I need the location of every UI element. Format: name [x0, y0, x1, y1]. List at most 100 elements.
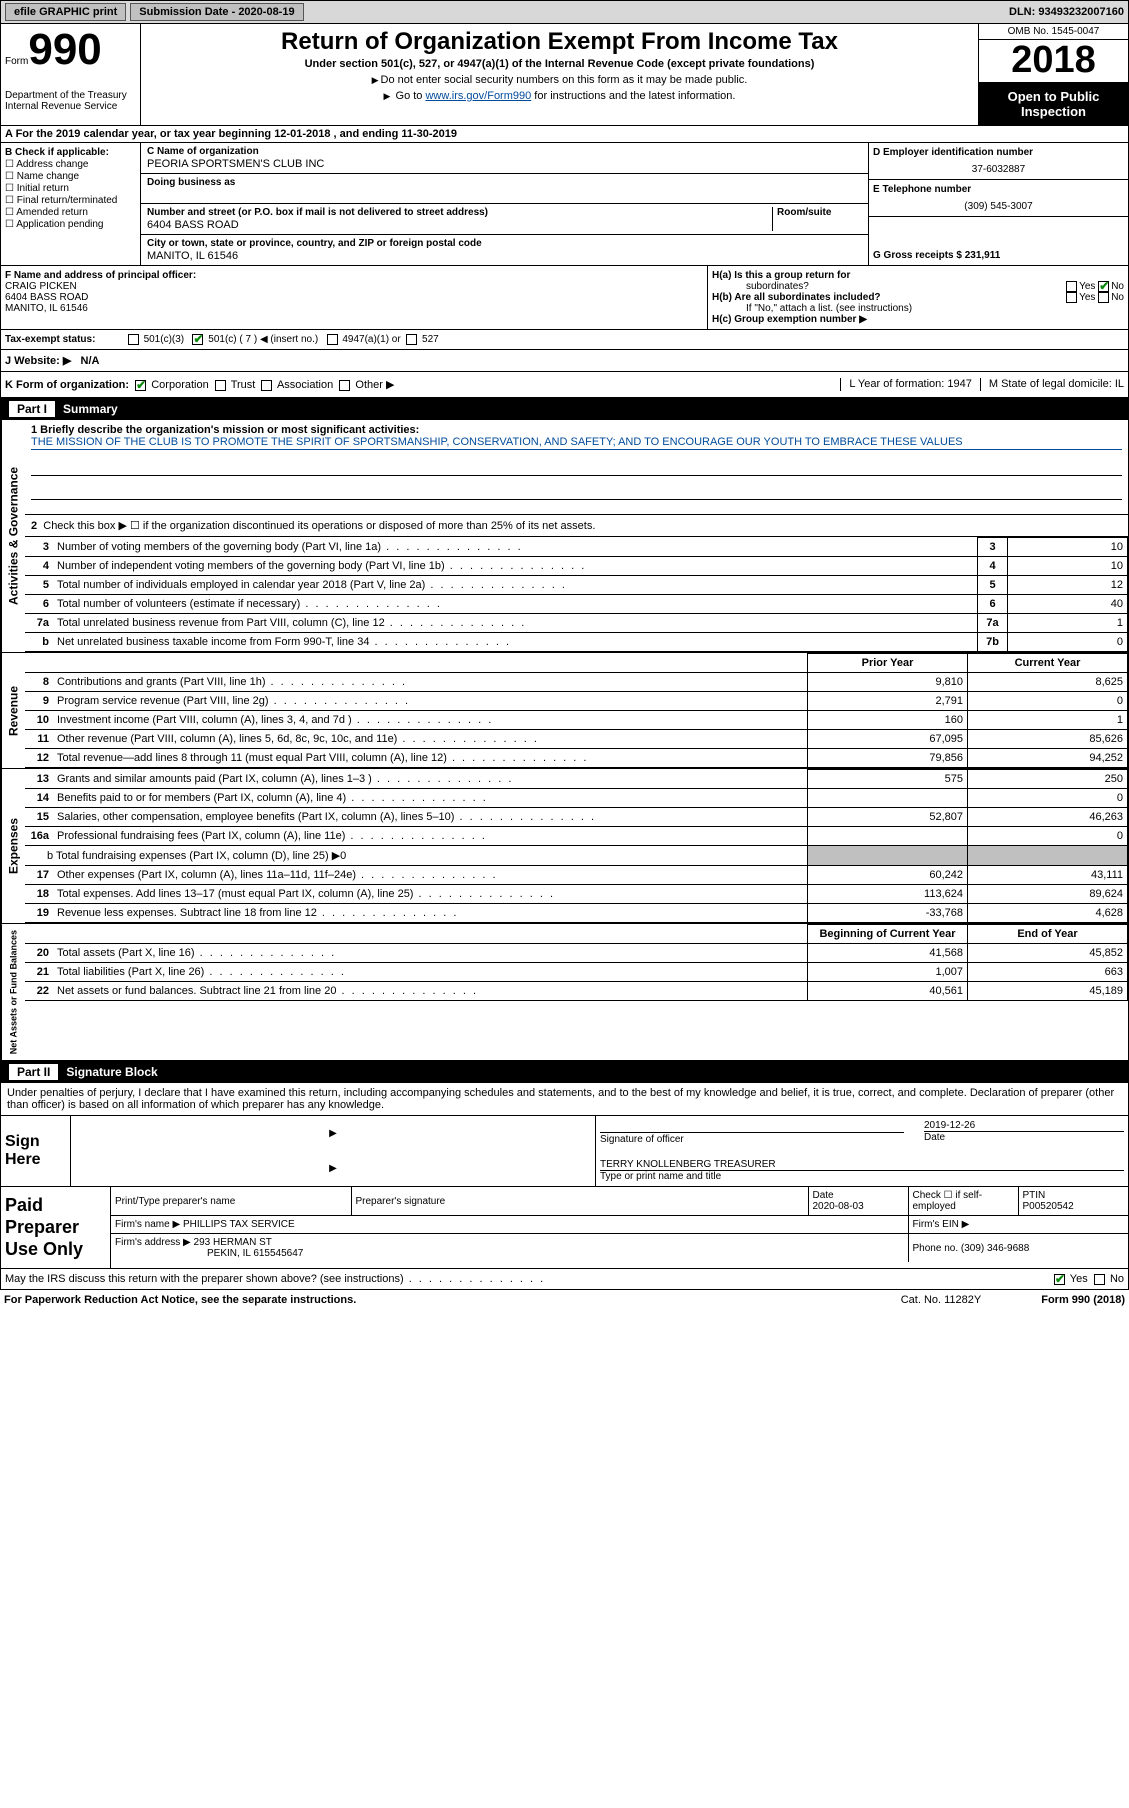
discuss-yes-checkbox[interactable] — [1054, 1274, 1065, 1285]
blank-line-1 — [31, 462, 1122, 476]
end-year-header: End of Year — [968, 925, 1128, 944]
prior-value: 52,807 — [808, 808, 968, 827]
sign-here-row: Sign Here ▶ ▶ Signature of officer 2019-… — [0, 1116, 1129, 1187]
line-desc: Program service revenue (Part VIII, line… — [53, 692, 808, 711]
current-value: 43,111 — [968, 866, 1128, 885]
ptin-value: P00520542 — [1023, 1201, 1074, 1212]
527-checkbox[interactable] — [406, 334, 417, 345]
prior-value: 2,791 — [808, 692, 968, 711]
line-num: 4 — [25, 557, 53, 576]
line-num: 13 — [25, 770, 53, 789]
ha-sub: subordinates? — [746, 281, 809, 292]
line-desc: Contributions and grants (Part VIII, lin… — [53, 673, 808, 692]
check-initial-return[interactable]: ☐ Initial return — [5, 183, 136, 194]
current-value: 8,625 — [968, 673, 1128, 692]
tax-year: 2018 — [979, 40, 1128, 83]
line-desc: Total unrelated business revenue from Pa… — [53, 614, 978, 633]
officer-signature-line: Signature of officer — [600, 1132, 904, 1145]
line-num: 19 — [25, 904, 53, 923]
firm-addr-label: Firm's address ▶ — [115, 1237, 191, 1248]
prep-name-col: Print/Type preparer's name — [111, 1187, 351, 1216]
check-final-return[interactable]: ☐ Final return/terminated — [5, 195, 136, 206]
check-name-change[interactable]: ☐ Name change — [5, 171, 136, 182]
city-state-zip: MANITO, IL 61546 — [147, 250, 862, 262]
signature-declaration: Under penalties of perjury, I declare th… — [0, 1083, 1129, 1116]
ha-yes-checkbox[interactable] — [1066, 281, 1077, 292]
current-value: 46,263 — [968, 808, 1128, 827]
trust-checkbox[interactable] — [215, 380, 226, 391]
line-num: 12 — [25, 749, 53, 768]
officer-label: F Name and address of principal officer: — [5, 270, 703, 281]
mission-box: 1 Briefly describe the organization's mi… — [25, 420, 1128, 515]
l-year-formation: L Year of formation: 1947 — [840, 378, 972, 391]
assoc-checkbox[interactable] — [261, 380, 272, 391]
line-desc: Benefits paid to or for members (Part IX… — [53, 789, 808, 808]
line-desc: Salaries, other compensation, employee b… — [53, 808, 808, 827]
501c-checkbox[interactable] — [192, 334, 203, 345]
4947-label: 4947(a)(1) or — [342, 334, 400, 345]
prior-value — [808, 789, 968, 808]
current-value: 0 — [968, 692, 1128, 711]
line-desc: Net unrelated business taxable income fr… — [53, 633, 978, 652]
other-checkbox[interactable] — [339, 380, 350, 391]
form-subtitle: Under section 501(c), 527, or 4947(a)(1)… — [149, 58, 970, 70]
line-desc: Net assets or fund balances. Subtract li… — [53, 982, 808, 1001]
prior-value: 160 — [808, 711, 968, 730]
line-value: 12 — [1008, 576, 1128, 595]
officer-h-row: F Name and address of principal officer:… — [0, 266, 1129, 330]
revenue-vtab: Revenue — [1, 653, 25, 768]
firm-addr2: PEKIN, IL 615545647 — [207, 1248, 303, 1259]
top-bar: efile GRAPHIC print Submission Date - 20… — [0, 0, 1129, 24]
current-value: 85,626 — [968, 730, 1128, 749]
line-box: 7a — [978, 614, 1008, 633]
corp-checkbox[interactable] — [135, 380, 146, 391]
line-num: 6 — [25, 595, 53, 614]
501c3-checkbox[interactable] — [128, 334, 139, 345]
prep-date: 2020-08-03 — [813, 1201, 864, 1212]
tax-status-label: Tax-exempt status: — [5, 334, 125, 345]
open-inspection-label: Open to Public Inspection — [979, 83, 1128, 125]
discuss-no-checkbox[interactable] — [1094, 1274, 1105, 1285]
dba-label: Doing business as — [147, 177, 862, 188]
sign-arrow-2: ▶ — [329, 1163, 337, 1174]
irs-link[interactable]: www.irs.gov/Form990 — [425, 90, 531, 102]
efile-print-button[interactable]: efile GRAPHIC print — [5, 3, 126, 21]
line-num: 8 — [25, 673, 53, 692]
line-value: 40 — [1008, 595, 1128, 614]
4947-checkbox[interactable] — [327, 334, 338, 345]
527-label: 527 — [422, 334, 439, 345]
hb-no-checkbox[interactable] — [1098, 292, 1109, 303]
website-label: J Website: ▶ — [5, 355, 71, 367]
column-d: D Employer identification number 37-6032… — [868, 143, 1128, 265]
line-desc: Total assets (Part X, line 16) — [53, 944, 808, 963]
hc-label: H(c) Group exemption number ▶ — [712, 314, 867, 325]
blank-line-2 — [31, 486, 1122, 500]
sign-here-label: Sign Here — [1, 1116, 71, 1186]
discuss-question: May the IRS discuss this return with the… — [5, 1273, 545, 1285]
line-box: 6 — [978, 595, 1008, 614]
line-box: 5 — [978, 576, 1008, 595]
revenue-table: Prior Year Current Year 8 Contributions … — [25, 653, 1128, 768]
check-application-pending[interactable]: ☐ Application pending — [5, 219, 136, 230]
year-box: OMB No. 1545-0047 2018 Open to Public In… — [978, 24, 1128, 125]
line-num: 5 — [25, 576, 53, 595]
expenses-table: 13 Grants and similar amounts paid (Part… — [25, 769, 1128, 923]
part1-title: Summary — [63, 402, 118, 416]
prior-value — [808, 827, 968, 846]
current-value: 94,252 — [968, 749, 1128, 768]
officer-addr2: MANITO, IL 61546 — [5, 303, 703, 314]
hb-yes-checkbox[interactable] — [1066, 292, 1077, 303]
line2-text: Check this box ▶ ☐ if the organization d… — [43, 520, 595, 532]
line-value: 0 — [1008, 633, 1128, 652]
officer-name: CRAIG PICKEN — [5, 281, 703, 292]
ptin-label: PTIN — [1023, 1190, 1046, 1201]
line-desc: Professional fundraising fees (Part IX, … — [53, 827, 808, 846]
ha-no-checkbox[interactable] — [1098, 281, 1109, 292]
prior-value: 67,095 — [808, 730, 968, 749]
printed-name-label: Type or print name and title — [600, 1171, 1124, 1182]
prior-value: 575 — [808, 770, 968, 789]
check-amended-return[interactable]: ☐ Amended return — [5, 207, 136, 218]
check-address-change[interactable]: ☐ Address change — [5, 159, 136, 170]
submission-date-button[interactable]: Submission Date - 2020-08-19 — [130, 3, 303, 21]
prior-value: 79,856 — [808, 749, 968, 768]
